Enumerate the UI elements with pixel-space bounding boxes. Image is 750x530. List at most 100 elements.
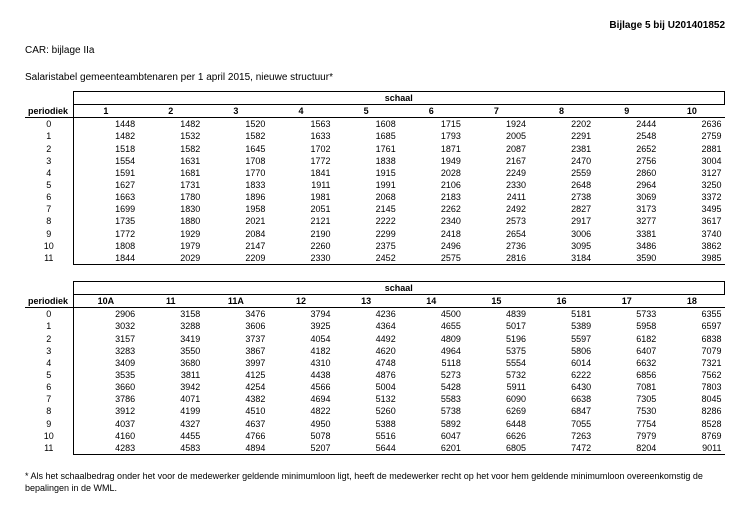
period-label: 0 (25, 118, 73, 131)
table-row: 6366039424254456650045428591164307081780… (25, 381, 725, 393)
salary-cell: 3032 (73, 320, 138, 332)
salary-cell: 1731 (138, 179, 203, 191)
salary-cell: 2636 (659, 118, 724, 131)
table-row: 5353538114125443848765273573262226856756… (25, 369, 725, 381)
salary-cell: 2167 (464, 155, 529, 167)
salary-cell: 2652 (594, 143, 659, 155)
period-label: 7 (25, 203, 73, 215)
period-label: 9 (25, 228, 73, 240)
salary-cell: 2559 (529, 167, 594, 179)
salary-table: schaalperiodiek1234567891001448148215201… (25, 91, 725, 265)
salary-cell: 1702 (268, 143, 333, 155)
salary-cell: 2917 (529, 215, 594, 227)
salary-cell: 3006 (529, 228, 594, 240)
salary-cell: 1631 (138, 155, 203, 167)
period-label: 9 (25, 418, 73, 430)
salary-cell: 6448 (464, 418, 529, 430)
car-reference: CAR: bijlage IIa (25, 45, 725, 56)
salary-cell: 4310 (268, 357, 333, 369)
salary-cell: 1554 (73, 155, 138, 167)
salary-cell: 3535 (73, 369, 138, 381)
salary-cell: 2209 (203, 252, 268, 265)
salary-cell: 2906 (73, 308, 138, 321)
scale-col-8: 8 (529, 105, 594, 118)
scale-col-7: 7 (464, 105, 529, 118)
salary-cell: 1761 (334, 143, 399, 155)
salary-cell: 3617 (659, 215, 724, 227)
salary-cell: 2262 (399, 203, 464, 215)
scale-col-12: 12 (268, 295, 333, 308)
salary-cell: 2881 (659, 143, 724, 155)
table-row: 1142834583489452075644620168057472820490… (25, 442, 725, 455)
salary-cell: 2418 (399, 228, 464, 240)
salary-cell: 5644 (334, 442, 399, 455)
salary-cell: 7979 (594, 430, 659, 442)
salary-table: schaalperiodiek10A1111A12131415161718029… (25, 281, 725, 455)
scale-col-4: 4 (268, 105, 333, 118)
salary-cell: 3283 (73, 345, 138, 357)
salary-cell: 3912 (73, 405, 138, 417)
salary-cell: 4964 (399, 345, 464, 357)
salary-cell: 1608 (334, 118, 399, 131)
scale-col-10: 10 (659, 105, 724, 118)
salary-cell: 2375 (334, 240, 399, 252)
salary-cell: 4894 (203, 442, 268, 455)
table-row: 4159116811770184119152028224925592860312… (25, 167, 725, 179)
salary-cell: 8045 (659, 393, 724, 405)
scale-col-11: 11 (138, 295, 203, 308)
salary-cell: 5118 (399, 357, 464, 369)
salary-cell: 3184 (529, 252, 594, 265)
salary-cell: 4283 (73, 442, 138, 455)
salary-cell: 3095 (529, 240, 594, 252)
salary-cell: 2860 (594, 167, 659, 179)
salary-cell: 6047 (399, 430, 464, 442)
salary-cell: 1663 (73, 191, 138, 203)
scale-col-5: 5 (334, 105, 399, 118)
salary-cell: 3381 (594, 228, 659, 240)
salary-cell: 2756 (594, 155, 659, 167)
salary-cell: 1793 (399, 130, 464, 142)
salary-cell: 1772 (73, 228, 138, 240)
salary-cell: 7472 (529, 442, 594, 455)
salary-cell: 1838 (334, 155, 399, 167)
salary-cell: 3811 (138, 369, 203, 381)
salary-cell: 2736 (464, 240, 529, 252)
footnote: * Als het schaalbedrag onder het voor de… (25, 471, 725, 494)
salary-cell: 3740 (659, 228, 724, 240)
salary-cell: 4160 (73, 430, 138, 442)
salary-cell: 1582 (138, 143, 203, 155)
salary-cell: 2470 (529, 155, 594, 167)
salary-cell: 6597 (659, 320, 724, 332)
salary-cell: 2183 (399, 191, 464, 203)
salary-cell: 4839 (464, 308, 529, 321)
salary-cell: 5892 (399, 418, 464, 430)
periodiek-header: periodiek (25, 105, 73, 118)
salary-cell: 3495 (659, 203, 724, 215)
table-row: 9403743274637495053885892644870557754852… (25, 418, 725, 430)
period-label: 7 (25, 393, 73, 405)
salary-cell: 4199 (138, 405, 203, 417)
salary-cell: 4125 (203, 369, 268, 381)
scale-col-9: 9 (594, 105, 659, 118)
scale-col-6: 6 (399, 105, 464, 118)
salary-cell: 6430 (529, 381, 594, 393)
salary-cell: 2222 (334, 215, 399, 227)
salary-cell: 5806 (529, 345, 594, 357)
salary-cell: 2051 (268, 203, 333, 215)
salary-cell: 2648 (529, 179, 594, 191)
table-row: 1303232883606392543644655501753895958659… (25, 320, 725, 332)
schaal-header: schaal (73, 92, 725, 105)
scale-col-2: 2 (138, 105, 203, 118)
table-row: 1018081979214722602375249627363095348638… (25, 240, 725, 252)
salary-cell: 5196 (464, 333, 529, 345)
period-label: 5 (25, 369, 73, 381)
salary-cell: 3288 (138, 320, 203, 332)
scale-col-13: 13 (334, 295, 399, 308)
salary-cell: 3660 (73, 381, 138, 393)
salary-cell: 2260 (268, 240, 333, 252)
salary-cell: 1780 (138, 191, 203, 203)
salary-cell: 1582 (203, 130, 268, 142)
salary-cell: 8204 (594, 442, 659, 455)
salary-cell: 4455 (138, 430, 203, 442)
table-row: 1041604455476650785516604766267263797987… (25, 430, 725, 442)
